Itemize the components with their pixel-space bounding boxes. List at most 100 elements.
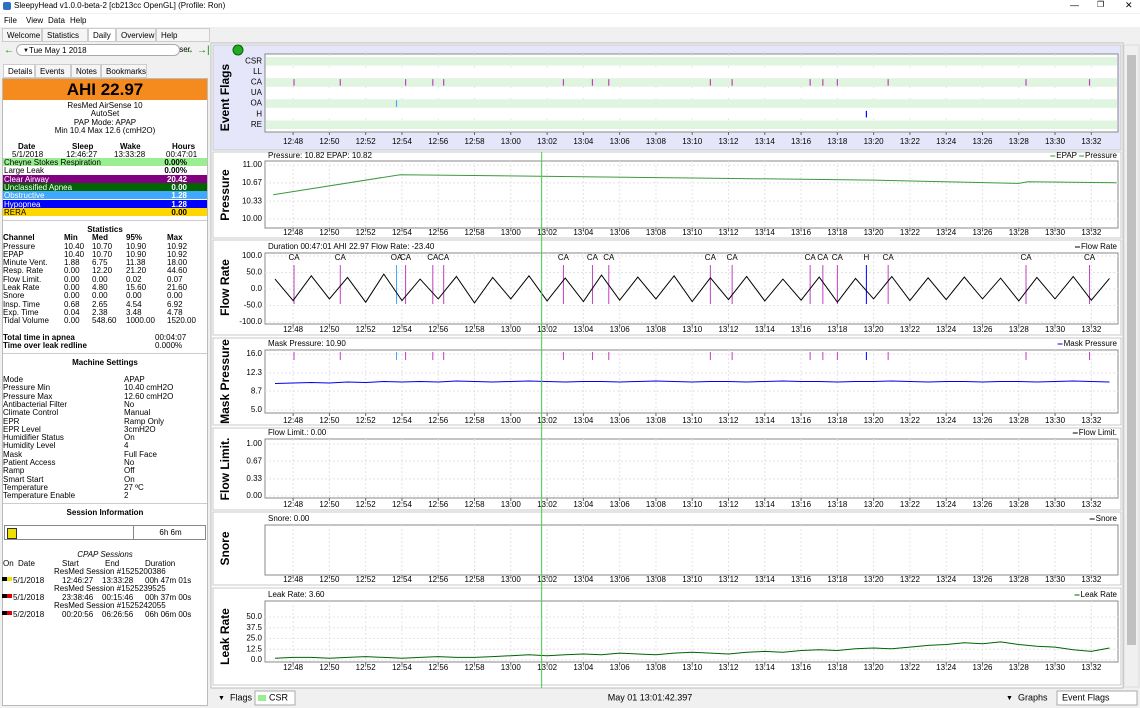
- x-tick-label: 13:16: [791, 500, 812, 509]
- event-label: CA: [558, 253, 570, 262]
- x-tick-label: 13:32: [1081, 325, 1102, 334]
- graph-select[interactable]: [1056, 690, 1138, 706]
- date-picker[interactable]: Tue May 1 2018 ▼: [16, 44, 180, 56]
- x-tick-label: 12:54: [392, 575, 413, 584]
- flags-button: Flags: [230, 692, 253, 702]
- x-tick-label: 12:52: [356, 575, 377, 584]
- maximize-button[interactable]: ❐: [1097, 0, 1105, 9]
- x-tick-label: 13:20: [864, 228, 885, 237]
- x-tick-label: 13:24: [936, 137, 957, 146]
- x-tick-label: 12:48: [283, 663, 304, 672]
- x-tick-label: 13:12: [718, 416, 739, 425]
- menu-item[interactable]: Help: [70, 16, 87, 25]
- x-tick-label: 13:12: [718, 500, 739, 509]
- stats-cell: 10.70: [92, 249, 113, 259]
- x-tick-label: 12:50: [319, 137, 340, 146]
- flag-select[interactable]: [254, 690, 296, 706]
- prev-day-button[interactable]: ←: [4, 45, 14, 56]
- menu-item[interactable]: View: [26, 16, 44, 25]
- x-tick-label: 12:58: [465, 228, 486, 237]
- x-tick-label: 13:18: [827, 137, 848, 146]
- subtab[interactable]: Details: [3, 64, 35, 78]
- x-tick-label: 13:16: [791, 228, 812, 237]
- session-duration: 00h 37m 00s: [145, 592, 192, 602]
- stats-cell: 0.00: [64, 274, 80, 284]
- stats-cell: 10.70: [92, 241, 113, 251]
- x-tick-label: 12:48: [283, 228, 304, 237]
- session-toggle[interactable]: [2, 594, 7, 598]
- x-tick-label: 13:16: [791, 416, 812, 425]
- subtab[interactable]: Bookmarks: [101, 64, 147, 78]
- subtab[interactable]: Events: [35, 64, 71, 78]
- tab[interactable]: Statistics: [42, 28, 88, 42]
- summary-value: 12:46:27: [66, 150, 98, 159]
- last-day-button[interactable]: →|: [197, 45, 210, 56]
- stats-header: Channel: [3, 233, 35, 242]
- legend-entry: Leak Rate: [1081, 590, 1118, 599]
- stats-cell: 15.60: [126, 283, 147, 292]
- session-end: 00:15:46: [102, 592, 134, 602]
- x-tick-label: 13:26: [972, 228, 993, 237]
- session-date: 5/1/2018: [13, 592, 45, 602]
- y-tick-label: 0.0: [251, 655, 263, 664]
- minimize-button[interactable]: —: [1070, 0, 1079, 10]
- setting-name: Climate Control: [3, 408, 59, 418]
- setting-value: On: [124, 474, 135, 484]
- x-tick-label: 13:04: [573, 663, 594, 672]
- menu-item[interactable]: Data: [48, 16, 65, 25]
- y-tick-label: 0.0: [251, 284, 263, 293]
- stats-cell: 11.38: [126, 258, 146, 268]
- x-tick-label: 13:10: [682, 663, 703, 672]
- plot-frame: [264, 438, 1119, 499]
- y-tick-label: 0.33: [246, 474, 262, 483]
- x-tick-label: 13:24: [936, 416, 957, 425]
- flag-row-band: [266, 67, 1117, 77]
- x-tick-label: 13:28: [1009, 663, 1030, 672]
- y-tick-label: 50.0: [246, 268, 262, 277]
- setting-value: 4: [124, 441, 129, 451]
- tab[interactable]: Welcome: [2, 28, 42, 42]
- stats-header: 95%: [126, 233, 143, 242]
- event-label: CA: [805, 253, 817, 262]
- index-value: 0.00: [171, 207, 187, 217]
- setting-name: Antibacterial Filter: [3, 399, 68, 409]
- y-tick-label: 25.0: [246, 634, 262, 643]
- close-button[interactable]: ✕: [1125, 0, 1133, 10]
- setting-value: No: [124, 399, 135, 409]
- index-name: Obstructive: [4, 191, 45, 201]
- menu-item[interactable]: File: [4, 16, 17, 25]
- divider: [3, 353, 207, 354]
- x-tick-label: 13:10: [682, 325, 703, 334]
- x-tick-label: 13:02: [537, 137, 558, 146]
- setting-name: EPR: [3, 416, 20, 426]
- stats-cell: 10.40: [64, 241, 85, 251]
- flag-row-band: [266, 57, 1117, 66]
- subtab[interactable]: Notes: [71, 64, 101, 78]
- next-day-button[interactable]: →: [184, 45, 194, 56]
- date-text: Tue May 1 2018: [29, 46, 87, 55]
- x-tick-label: 13:32: [1081, 575, 1102, 584]
- index-value: 1.28: [171, 199, 187, 209]
- x-tick-label: 13:10: [682, 416, 703, 425]
- x-tick-label: 13:24: [936, 575, 957, 584]
- flag-row-label: LL: [253, 67, 262, 76]
- tab[interactable]: Daily: [88, 28, 116, 42]
- y-tick-label: 10.67: [242, 178, 263, 187]
- session-toggle[interactable]: [2, 577, 7, 581]
- session-duration: 06h 06m 00s: [145, 609, 192, 619]
- session-toggle[interactable]: [2, 611, 7, 615]
- session-end: 06:26:56: [102, 609, 134, 619]
- x-tick-label: 13:06: [610, 137, 631, 146]
- x-tick-label: 12:54: [392, 325, 413, 334]
- legend-entry: Pressure: [1085, 151, 1118, 160]
- statistics-title: Statistics: [87, 225, 123, 234]
- flag-row-label: CSR: [245, 56, 262, 65]
- legend-entry: Snore: [1096, 514, 1118, 523]
- x-tick-label: 12:56: [428, 663, 449, 672]
- x-tick-label: 12:52: [356, 325, 377, 334]
- graph-title: Snore: [218, 531, 232, 565]
- sessions-header: Duration: [145, 559, 176, 568]
- x-tick-label: 12:48: [283, 137, 304, 146]
- tab[interactable]: Overview: [116, 28, 156, 42]
